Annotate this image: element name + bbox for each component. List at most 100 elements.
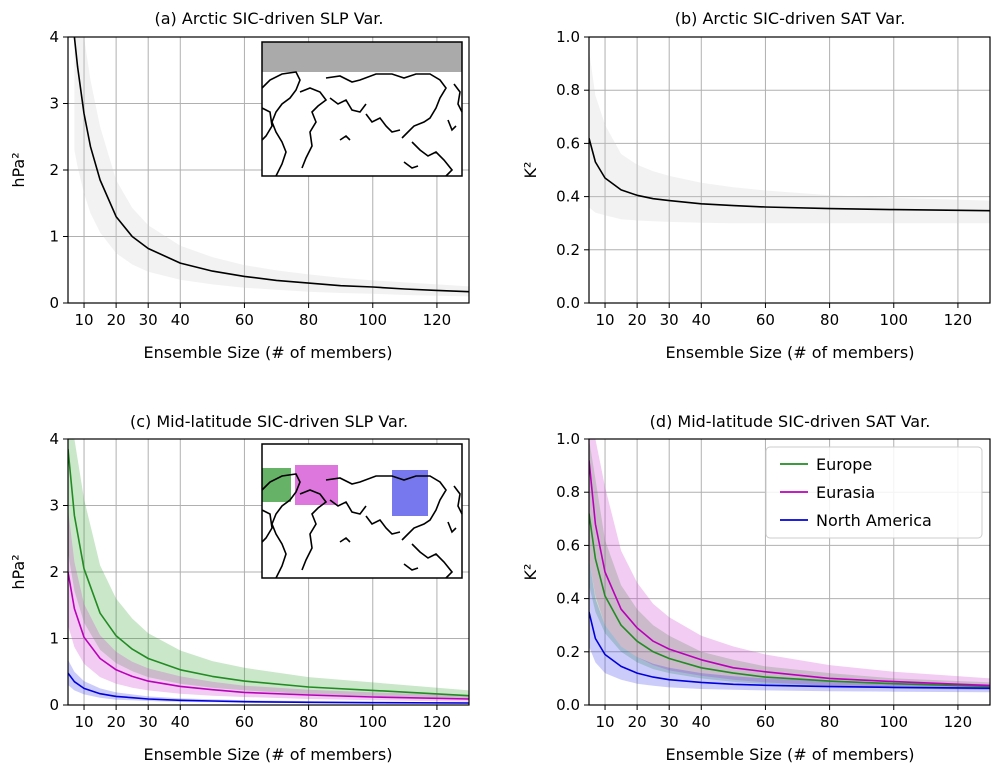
inset-map <box>261 41 463 177</box>
plot-frame <box>67 438 470 706</box>
x-tick-label: 60 <box>235 713 254 731</box>
y-tick-label: 2 <box>49 161 59 179</box>
y-axis-label: K² <box>521 162 540 179</box>
plot-frame <box>67 36 470 304</box>
x-tick-label: 40 <box>692 713 711 731</box>
x-tick-label: 40 <box>171 311 190 329</box>
legend: Europe Eurasia North America <box>765 446 983 539</box>
region-arctic <box>262 42 462 72</box>
panel-title: (a) Arctic SIC-driven SLP Var. <box>155 9 384 28</box>
x-tick-label: 20 <box>107 713 126 731</box>
x-tick-label: 60 <box>756 311 775 329</box>
series-line <box>68 672 469 704</box>
confidence-band <box>589 558 990 693</box>
series-lines <box>589 137 990 212</box>
series-lines <box>68 448 469 704</box>
panel-b: (b) Arctic SIC-driven SAT Var. Ensemble … <box>521 9 991 362</box>
x-tick-label: 10 <box>74 713 93 731</box>
x-tick-label: 20 <box>628 311 647 329</box>
y-tick-label: 0.4 <box>556 590 580 608</box>
y-tick-label: 0.2 <box>556 643 580 661</box>
tick-labels: 10 20 30 40 60 80 100 120 0.0 0.2 0.4 0.6 0.8 1.0 <box>556 430 972 731</box>
y-tick-label: 0.6 <box>556 134 580 152</box>
series-line <box>589 460 990 687</box>
panel-a: (a) Arctic SIC-driven SLP Var. Ensemble … <box>9 9 470 362</box>
y-tick-label: 0.0 <box>556 696 580 714</box>
tick-labels: 10 20 30 40 60 80 100 120 0.0 0.2 0.4 0.6 0.8 1.0 <box>556 28 972 329</box>
panel-title: (c) Mid-latitude SIC-driven SLP Var. <box>130 412 408 431</box>
legend-label-eurasia: Eurasia <box>816 483 875 502</box>
series-line <box>68 571 469 700</box>
y-tick-label: 0.4 <box>556 188 580 206</box>
y-tick-label: 1.0 <box>556 430 580 448</box>
confidence-bands <box>589 50 990 224</box>
x-tick-label: 120 <box>944 311 973 329</box>
tick-labels: 10 20 30 40 60 80 100 120 0 1 2 3 4 <box>49 28 451 329</box>
panel-d: (d) Mid-latitude SIC-driven SAT Var. Ens… <box>521 412 991 764</box>
y-tick-label: 1 <box>49 630 59 648</box>
series-line <box>73 37 469 293</box>
series-line <box>589 513 990 688</box>
panel-title: (d) Mid-latitude SIC-driven SAT Var. <box>650 412 931 431</box>
x-axis-label: Ensemble Size (# of members) <box>144 745 393 764</box>
y-tick-label: 0.8 <box>556 483 580 501</box>
y-tick-label: 4 <box>49 28 59 46</box>
plot-frame <box>588 36 991 304</box>
x-tick-label: 100 <box>879 713 908 731</box>
inset-map <box>261 443 463 579</box>
x-axis-label: Ensemble Size (# of members) <box>666 745 915 764</box>
y-tick-label: 1 <box>49 228 59 246</box>
x-tick-label: 40 <box>171 713 190 731</box>
tick-labels: 10 20 30 40 60 80 100 120 0 1 2 3 4 <box>49 430 451 731</box>
series-line <box>589 611 990 689</box>
coastline <box>261 473 463 579</box>
legend-label-north-america: North America <box>816 511 932 530</box>
y-axis-label: K² <box>521 564 540 581</box>
plot-frame <box>588 438 991 706</box>
x-tick-label: 30 <box>660 713 679 731</box>
series-line <box>68 448 469 697</box>
y-tick-label: 3 <box>49 497 59 515</box>
confidence-bands <box>589 439 990 693</box>
x-tick-label: 10 <box>595 311 614 329</box>
y-tick-label: 4 <box>49 430 59 448</box>
panel-c: (c) Mid-latitude SIC-driven SLP Var. Ens… <box>9 412 470 764</box>
x-tick-label: 30 <box>139 311 158 329</box>
x-tick-label: 20 <box>107 311 126 329</box>
x-tick-label: 100 <box>879 311 908 329</box>
x-tick-label: 80 <box>299 713 318 731</box>
series-line <box>589 137 990 212</box>
y-tick-label: 0 <box>49 696 59 714</box>
x-tick-label: 30 <box>660 311 679 329</box>
y-tick-label: 2 <box>49 563 59 581</box>
x-tick-label: 10 <box>74 311 93 329</box>
confidence-band <box>589 50 990 224</box>
x-tick-label: 100 <box>358 311 387 329</box>
y-tick-label: 0.8 <box>556 81 580 99</box>
x-tick-label: 80 <box>820 713 839 731</box>
y-tick-label: 1.0 <box>556 28 580 46</box>
inset-frame <box>261 443 463 579</box>
x-tick-label: 30 <box>139 713 158 731</box>
y-axis-label: hPa² <box>9 152 28 187</box>
y-axis-label: hPa² <box>9 554 28 589</box>
inset-frame <box>261 41 463 177</box>
y-tick-label: 0.0 <box>556 294 580 312</box>
x-tick-label: 10 <box>595 713 614 731</box>
x-tick-label: 60 <box>756 713 775 731</box>
y-tick-label: 0.6 <box>556 536 580 554</box>
x-tick-label: 20 <box>628 713 647 731</box>
x-tick-label: 80 <box>299 311 318 329</box>
y-tick-label: 0.2 <box>556 241 580 259</box>
coastline <box>261 71 463 177</box>
x-axis-label: Ensemble Size (# of members) <box>666 343 915 362</box>
region-north-america <box>392 470 428 516</box>
y-tick-label: 0 <box>49 294 59 312</box>
x-tick-label: 100 <box>358 713 387 731</box>
x-tick-label: 80 <box>820 311 839 329</box>
x-tick-label: 60 <box>235 311 254 329</box>
legend-box <box>765 446 983 539</box>
series-lines <box>73 37 469 293</box>
y-tick-label: 3 <box>49 95 59 113</box>
legend-label-europe: Europe <box>816 455 872 474</box>
